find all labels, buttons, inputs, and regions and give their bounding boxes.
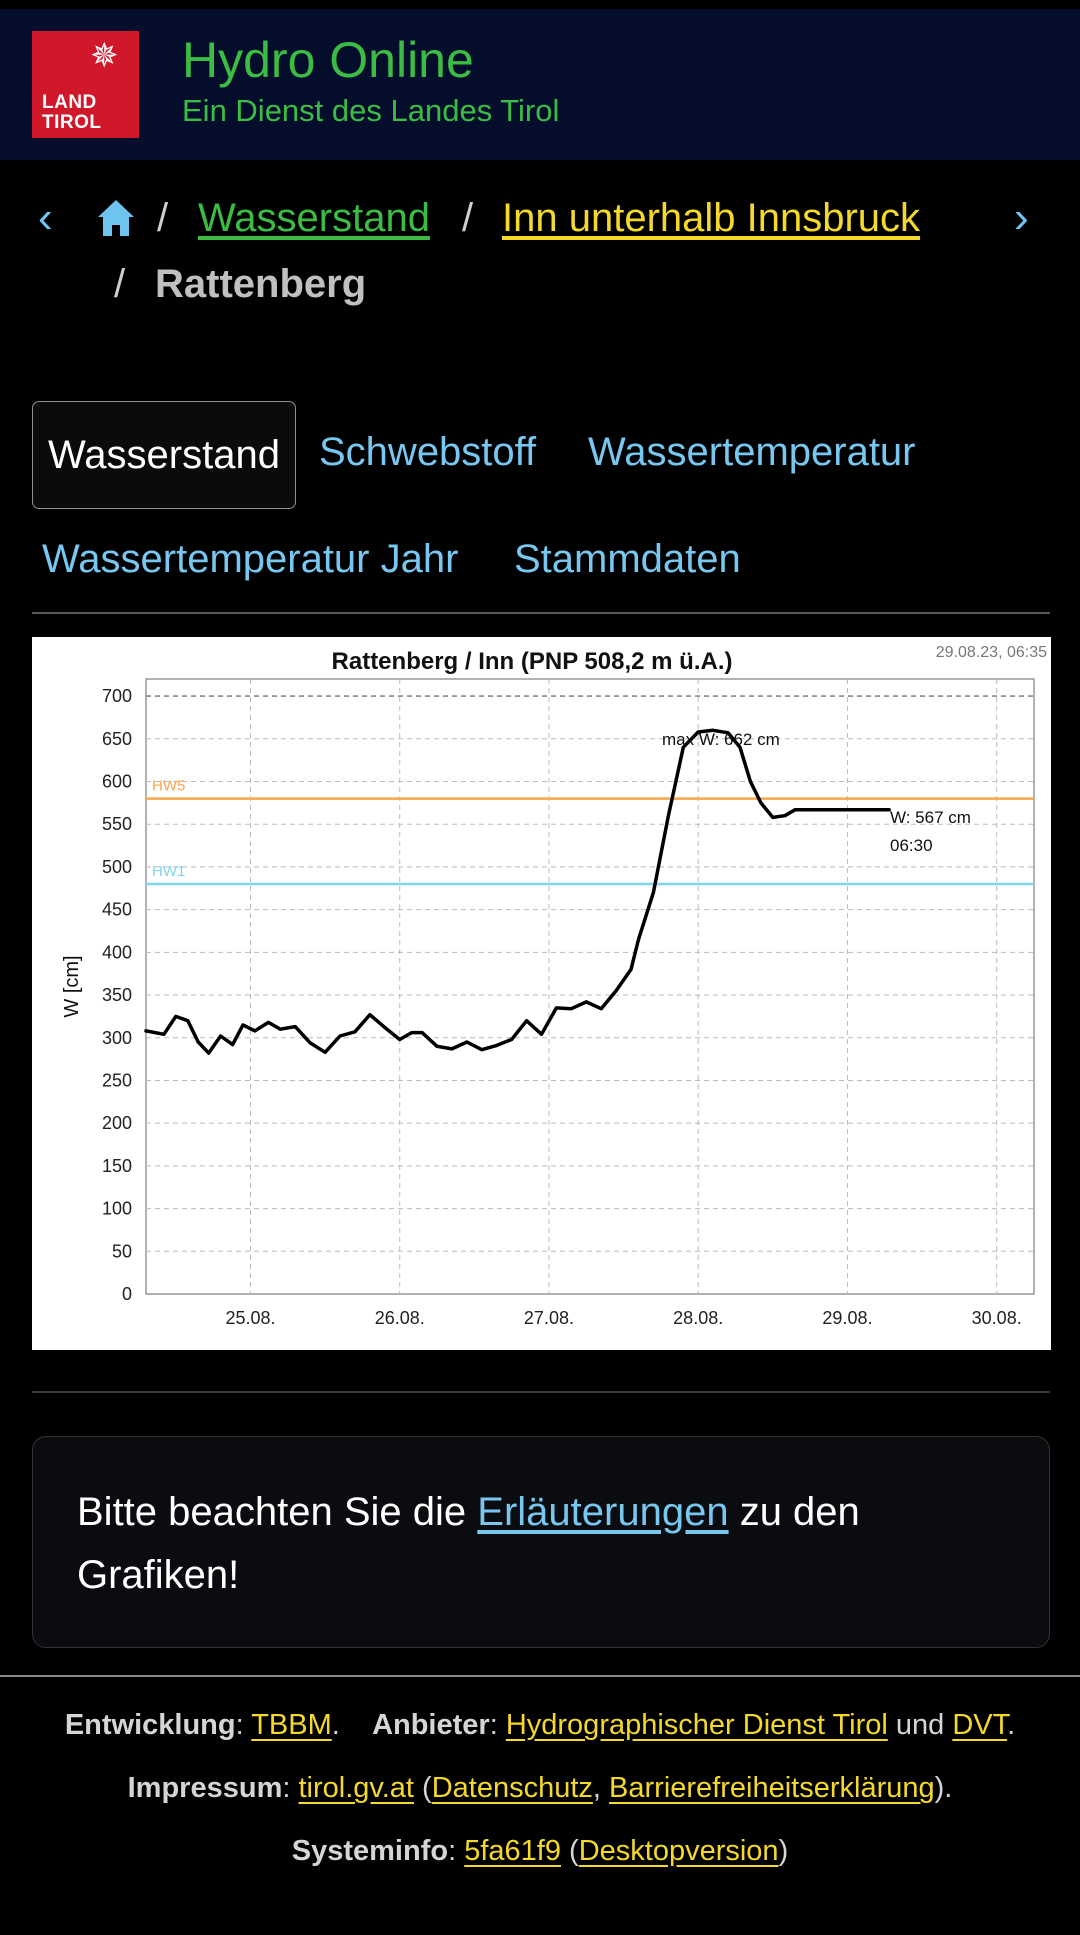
breadcrumb-separator: / — [462, 196, 474, 240]
footer-row-systeminfo: Systeminfo: 5fa61f9 (Desktopversion) — [291, 1835, 789, 1867]
chevron-right-icon[interactable]: › — [1014, 193, 1029, 242]
logo-text-line2: TIROL — [42, 112, 102, 133]
footer-divider — [0, 1675, 1080, 1677]
y-tick-label: 200 — [102, 1113, 132, 1133]
current-time-annotation: 06:30 — [890, 836, 933, 855]
breadcrumb-separator: / — [114, 262, 126, 306]
y-tick-label: 700 — [102, 686, 132, 706]
chart-svg: 0 50 100 150 200 250 300 350 400 450 500 550 600 650 7… — [61, 644, 1047, 1328]
systeminfo-label: Systeminfo — [291, 1835, 449, 1867]
breadcrumb-current-rattenberg: Rattenberg — [155, 262, 367, 306]
eagle-emblem-icon: ✵ — [90, 37, 119, 75]
breadcrumb-separator: / — [157, 196, 169, 240]
y-tick-label: 50 — [112, 1241, 132, 1261]
y-tick-label: 400 — [102, 942, 132, 962]
app-subtitle: Ein Dienst des Landes Tirol — [182, 93, 560, 128]
logo-text-line1: LAND — [42, 92, 97, 113]
y-tick-label: 600 — [102, 772, 132, 792]
barrierefreiheit-link[interactable]: Barrierefreiheitserklärung — [609, 1772, 935, 1804]
impressum-label: Impressum — [127, 1772, 283, 1804]
tab-wassertemperatur-jahr[interactable]: Wassertemperatur Jahr — [42, 537, 459, 581]
reference-label-hw1: HW1 — [152, 863, 185, 880]
breadcrumb-inn-unterhalb-innsbruck[interactable]: Inn unterhalb Innsbruck — [502, 196, 921, 240]
tbbm-link[interactable]: TBBM — [251, 1709, 332, 1741]
y-tick-label: 100 — [102, 1199, 132, 1219]
y-tick-label: 550 — [102, 814, 132, 834]
y-tick-label: 350 — [102, 985, 132, 1005]
water-level-line — [144, 728, 891, 1055]
tab-schwebstoff[interactable]: Schwebstoff — [319, 430, 537, 474]
tab-wasserstand[interactable]: Wasserstand — [32, 401, 296, 509]
tab-stammdaten[interactable]: Stammdaten — [514, 537, 741, 581]
y-axis-label: W [cm] — [61, 955, 83, 1017]
notice-text-before: Bitte beachten Sie die — [77, 1490, 478, 1534]
land-tirol-logo[interactable]: ✵ LAND TIROL — [32, 31, 139, 138]
y-tick-label: 500 — [102, 857, 132, 877]
home-icon[interactable] — [97, 198, 135, 238]
x-tick-label: 30.08. — [972, 1308, 1022, 1328]
chart-divider — [32, 1391, 1050, 1393]
app-title[interactable]: Hydro Online — [182, 32, 474, 88]
and-word: und — [895, 1709, 945, 1741]
chart-notice-box: Bitte beachten Sie die Erläuterungen zu … — [32, 1436, 1050, 1648]
y-tick-label: 300 — [102, 1028, 132, 1048]
datenschutz-link[interactable]: Datenschutz — [431, 1772, 593, 1804]
commit-hash-link[interactable]: 5fa61f9 — [464, 1835, 561, 1867]
chevron-left-icon[interactable]: ‹ — [38, 193, 53, 242]
notice-text-after: zu den Grafiken! — [77, 1490, 860, 1597]
desktopversion-link[interactable]: Desktopversion — [578, 1835, 779, 1867]
chart-notice-text: Bitte beachten Sie die Erläuterungen zu … — [77, 1481, 1017, 1607]
entwicklung-label: Entwicklung — [64, 1709, 236, 1741]
tirol-gv-at-link[interactable]: tirol.gv.at — [298, 1772, 414, 1804]
anbieter-label: Anbieter — [372, 1709, 490, 1741]
water-level-chart: 0 50 100 150 200 250 300 350 400 450 500 550 600 650 7… — [32, 637, 1051, 1350]
tab-wassertemperatur[interactable]: Wassertemperatur — [588, 430, 916, 474]
y-tick-label: 450 — [102, 900, 132, 920]
x-tick-label: 28.08. — [673, 1308, 723, 1328]
hydrographischer-dienst-link[interactable]: Hydrographischer Dienst Tirol — [505, 1709, 888, 1741]
y-tick-label: 0 — [122, 1284, 132, 1304]
chart-title: Rattenberg / Inn (PNP 508,2 m ü.A.) — [332, 648, 733, 675]
reference-label-hw5: HW5 — [152, 778, 185, 795]
plot-area — [145, 678, 1035, 1295]
x-tick-label: 25.08. — [225, 1308, 275, 1328]
x-tick-label: 27.08. — [524, 1308, 574, 1328]
max-value-annotation: max W: 662 cm — [662, 730, 780, 749]
dvt-link[interactable]: DVT — [952, 1709, 1008, 1741]
y-tick-label: 650 — [102, 729, 132, 749]
chart-timestamp: 29.08.23, 06:35 — [936, 644, 1047, 661]
y-tick-label: 250 — [102, 1070, 132, 1090]
breadcrumb-wasserstand[interactable]: Wasserstand — [198, 196, 430, 240]
footer-row-impressum: Impressum: tirol.gv.at (Datenschutz, Bar… — [127, 1772, 953, 1804]
x-tick-label: 26.08. — [375, 1308, 425, 1328]
footer-row-entwicklung: Entwicklung: TBBM. Anbieter: Hydrographi… — [64, 1709, 1016, 1741]
y-tick-label: 150 — [102, 1156, 132, 1176]
current-value-annotation: W: 567 cm — [890, 808, 971, 827]
erlaeuterungen-link[interactable]: Erläuterungen — [477, 1490, 729, 1534]
tabs-divider — [32, 612, 1050, 614]
x-tick-label: 29.08. — [822, 1308, 872, 1328]
app-header: ✵ LAND TIROL Hydro Online Ein Dienst des… — [0, 9, 1080, 160]
